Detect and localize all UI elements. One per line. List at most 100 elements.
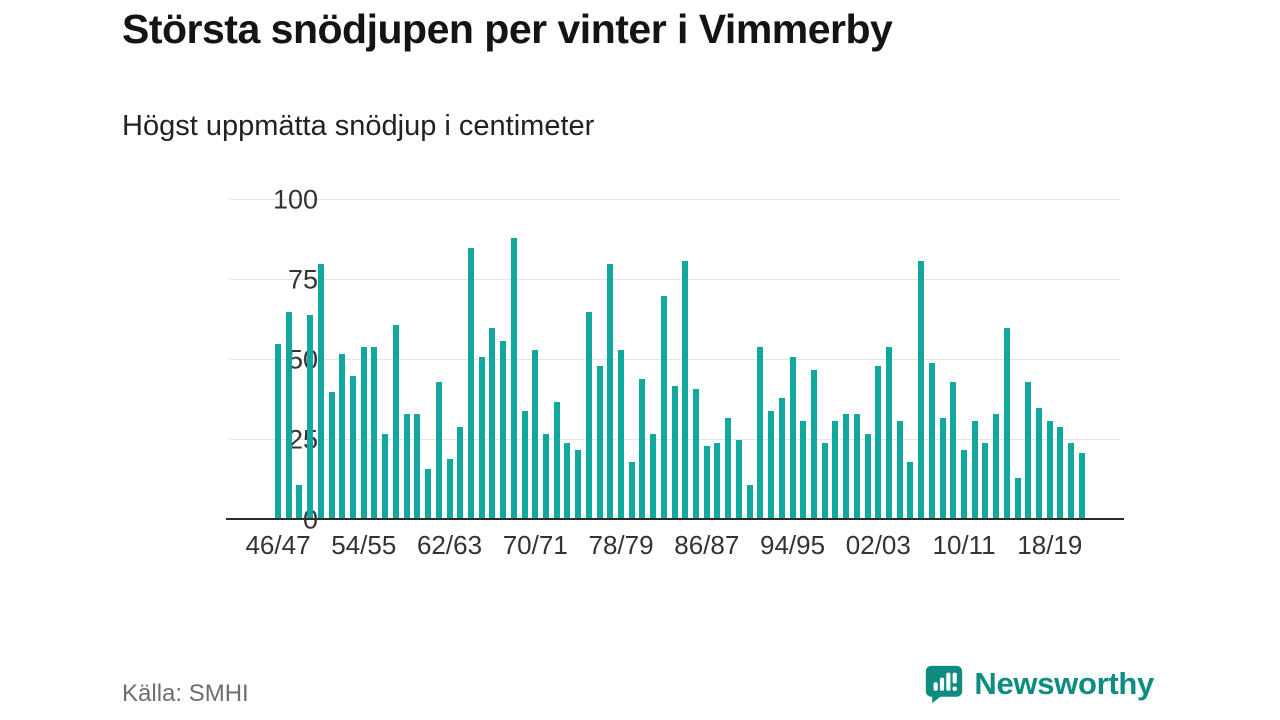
chart-bar [639, 379, 646, 520]
chart-bar [789, 356, 796, 520]
chart-bar [307, 315, 314, 520]
chart-bar [328, 392, 335, 520]
chart-bar [650, 433, 657, 520]
chart-bar [585, 312, 592, 520]
chart-bar [1078, 452, 1085, 520]
x-axis-label: 78/79 [588, 530, 654, 560]
chart-bar [928, 363, 935, 520]
x-axis-label: 62/63 [416, 530, 483, 560]
chart-bar [285, 312, 292, 520]
chart-bar [1025, 382, 1032, 520]
newsworthy-logo: Newsworthy [924, 664, 1154, 704]
x-axis-label: 54/55 [331, 530, 397, 560]
x-axis-label: 10/11 [932, 530, 996, 560]
chart-bar [757, 347, 764, 520]
chart-bar [821, 443, 828, 520]
newsworthy-speech-bubble-chart-icon [924, 664, 964, 704]
x-axis-label: 02/03 [845, 530, 911, 560]
chart-bar [939, 417, 946, 520]
chart-bar [971, 420, 978, 520]
chart-bar [907, 462, 914, 520]
gridline [230, 279, 1120, 280]
chart-bar [489, 328, 496, 520]
x-axis-label: 94/95 [760, 530, 826, 560]
chart-bar [317, 264, 324, 520]
chart-bar [832, 420, 839, 520]
chart-bar [339, 353, 346, 520]
chart-bar [500, 340, 507, 520]
chart-bar [618, 350, 624, 520]
chart-bar [693, 388, 700, 520]
chart-bar [457, 427, 464, 520]
chart-bar [1068, 443, 1075, 520]
source-note: Källa: SMHI [122, 680, 249, 707]
chart-bar [1003, 328, 1010, 520]
chart-bar [628, 462, 635, 520]
bar-chart: 0255075100 46/4754/5562/6370/7178/7986/8… [122, 186, 1132, 580]
gridline [230, 359, 1120, 360]
chart-bar [961, 449, 967, 520]
chart-bar [735, 440, 742, 520]
chart-bar [993, 414, 1000, 520]
chart-bar [768, 411, 775, 520]
chart-bar [714, 443, 721, 520]
x-axis-label: 86/87 [674, 530, 740, 560]
chart-bar [896, 420, 903, 520]
chart-bar [1036, 408, 1043, 520]
newsworthy-logo-text: Newsworthy [974, 666, 1154, 701]
chart-bar [414, 414, 421, 520]
chart-bar [478, 356, 485, 520]
x-axis-label: 46/47 [245, 530, 311, 560]
bars-container [275, 200, 1085, 520]
chart-bar [371, 347, 378, 520]
chart-bar [425, 468, 432, 520]
chart-bar [660, 296, 667, 520]
chart-bar [810, 369, 817, 520]
chart-bar [703, 446, 710, 520]
chart-bar [296, 484, 303, 520]
chart-bar [746, 484, 753, 520]
chart-bar [360, 347, 367, 520]
chart-bar [392, 324, 399, 520]
x-axis-label: 70/71 [502, 530, 568, 560]
chart-bar [982, 443, 989, 520]
y-axis-label: 75 [287, 264, 318, 295]
chart-bar [467, 248, 474, 520]
chart-bar [532, 350, 539, 520]
gridline [230, 199, 1120, 200]
chart-title: Största snödjupen per vinter i Vimmerby [122, 6, 893, 52]
chart-bar [435, 382, 442, 520]
chart-bar [725, 417, 732, 520]
chart-bar [275, 344, 281, 520]
plot-area: 0255075100 [226, 186, 1124, 533]
chart-bar [800, 420, 807, 520]
chart-bar [853, 414, 860, 520]
chart-bar [918, 260, 925, 520]
chart-bar [1014, 478, 1021, 520]
chart-bar [843, 414, 850, 520]
chart-bar [682, 260, 689, 520]
chart-bar [350, 376, 357, 520]
chart-bar [403, 414, 410, 520]
chart-bar [596, 366, 603, 520]
x-axis-line [226, 518, 1124, 520]
chart-bar [553, 401, 560, 520]
chart-bar [1057, 427, 1064, 520]
x-axis-label: 18/19 [1017, 530, 1083, 560]
chart-bar [542, 433, 549, 520]
chart-bar [521, 411, 528, 520]
chart-bar [778, 398, 785, 520]
chart-bar [885, 347, 892, 520]
chart-bar [510, 238, 517, 520]
chart-bar [864, 433, 871, 520]
chart-bar [875, 366, 882, 520]
chart-bar [564, 443, 571, 520]
chart-bar [575, 449, 582, 520]
chart-bar [1046, 420, 1053, 520]
y-axis-label: 100 [272, 184, 318, 215]
chart-bar [446, 459, 453, 520]
chart-bar [950, 382, 957, 520]
x-axis: 46/47 54/55 62/63 70/71 78/79 86/87 94/95 02/03… [230, 530, 1120, 564]
chart-bar [382, 433, 389, 520]
